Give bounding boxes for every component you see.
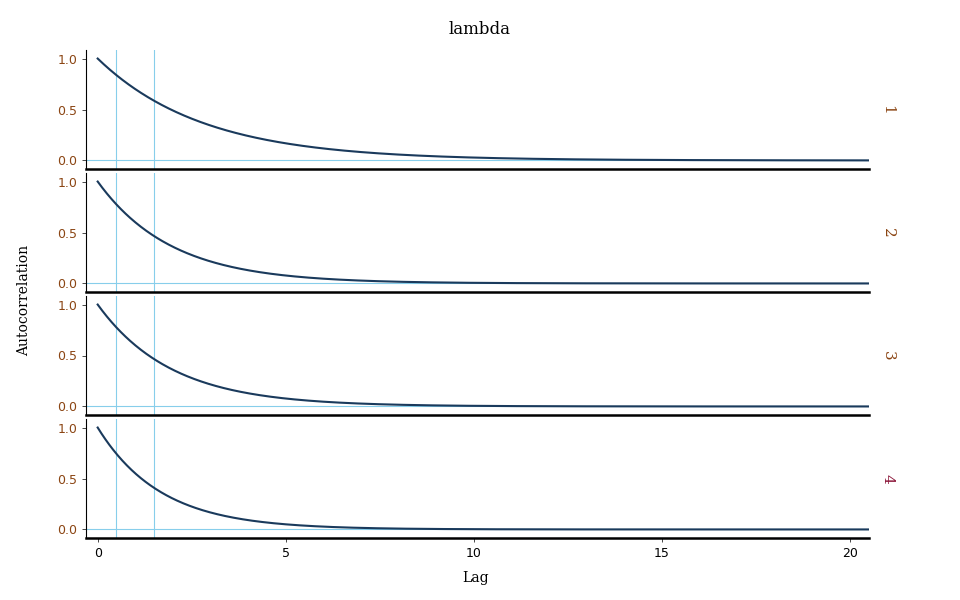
Text: 1: 1	[880, 104, 895, 115]
Text: 4: 4	[880, 473, 895, 484]
Text: Autocorrelation: Autocorrelation	[17, 244, 31, 356]
Text: lambda: lambda	[449, 21, 511, 38]
Text: Lag: Lag	[462, 571, 489, 585]
Text: 3: 3	[880, 350, 895, 361]
Text: 2: 2	[880, 227, 895, 238]
